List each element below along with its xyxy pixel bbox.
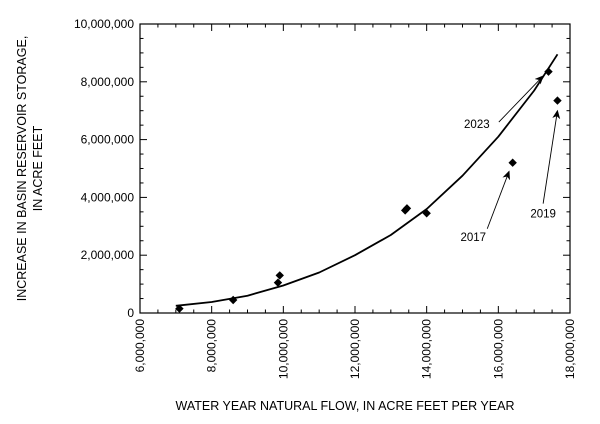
data-point: [544, 67, 553, 76]
y-tick-label: 8,000,000: [81, 75, 135, 89]
x-axis-title: WATER YEAR NATURAL FLOW, IN ACRE FEET PE…: [176, 399, 515, 413]
y-tick-label: 10,000,000: [74, 17, 134, 31]
annotation-2017: 2017: [460, 232, 486, 244]
y-tick-label: 2,000,000: [81, 248, 135, 262]
y-axis-title-line1: INCREASE IN BASIN RESERVOIR STORAGE,: [15, 36, 29, 302]
data-point: [508, 158, 517, 167]
x-tick-label: 14,000,000: [420, 319, 434, 379]
x-tick-label: 8,000,000: [205, 319, 219, 373]
y-tick-label: 6,000,000: [81, 133, 135, 147]
x-tick-label: 18,000,000: [563, 319, 577, 379]
data-point: [553, 96, 562, 105]
data-point: [273, 278, 283, 287]
data-point: [275, 271, 284, 280]
annotation-arrow-2017: [486, 170, 510, 229]
x-tick-label: 12,000,000: [348, 319, 362, 379]
trend-curve: [175, 53, 559, 307]
annotation-arrow-2019: [542, 109, 561, 204]
x-tick-label: 6,000,000: [133, 319, 147, 373]
plot-frame: [139, 23, 571, 314]
x-tick-label: 16,000,000: [491, 319, 505, 379]
annotation-arrow-2023: [498, 75, 544, 123]
data-point: [175, 304, 184, 313]
data-point: [422, 209, 431, 218]
data-point: [402, 204, 412, 213]
data-point: [228, 295, 238, 305]
x-tick-label: 10,000,000: [276, 319, 290, 379]
y-axis-title-line2: IN ACRE FEET: [31, 125, 45, 211]
annotation-2019: 2019: [530, 209, 556, 221]
y-tick-label: 0: [127, 306, 134, 320]
y-tick-label: 4,000,000: [81, 190, 135, 204]
annotation-2023: 2023: [464, 119, 490, 131]
